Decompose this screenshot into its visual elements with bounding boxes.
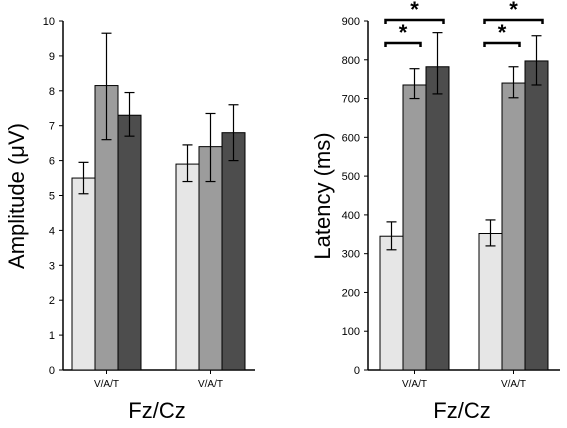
x-tick-label: V/A/T <box>94 379 119 390</box>
y-tick-label: 500 <box>342 171 360 183</box>
x-tick-label: V/A/T <box>198 379 223 390</box>
amplitude-panel: Amplitude (μV) Fz/Cz 0 1 2 3 4 5 6 7 8 9 10 V/A/T V/… <box>4 16 255 423</box>
bar <box>221 132 246 371</box>
y-tick-label: 300 <box>342 249 360 261</box>
significance-star: * <box>399 20 408 45</box>
y-tick-label: 8 <box>49 86 55 98</box>
significance-bracket <box>483 41 521 47</box>
significance-bracket <box>483 18 544 24</box>
bar <box>71 177 96 371</box>
y-tick-label: 200 <box>342 287 360 299</box>
significance-bracket <box>384 41 422 47</box>
y-tick-label: 600 <box>342 132 360 144</box>
bar <box>379 235 404 371</box>
significance-star: * <box>509 0 518 22</box>
y-tick-label: 800 <box>342 55 360 67</box>
bar <box>501 82 526 371</box>
y-tick-label: 2 <box>49 295 55 307</box>
latency-x-axis-label: Fz/Cz <box>433 398 490 423</box>
y-tick-label: 9 <box>49 51 55 63</box>
y-tick-label: 10 <box>43 16 55 28</box>
bar <box>425 66 450 371</box>
significance-bracket <box>384 18 445 24</box>
y-tick-label: 100 <box>342 326 360 338</box>
bar <box>402 84 427 371</box>
y-tick-label: 900 <box>342 16 360 28</box>
y-tick-label: 5 <box>49 191 55 203</box>
y-tick-label: 0 <box>354 365 360 377</box>
y-tick-label: 3 <box>49 260 55 272</box>
latency-panel: Latency (ms) Fz/Cz 0 100 200 300 400 500 600 70… <box>310 0 560 423</box>
y-tick-label: 0 <box>49 365 55 377</box>
significance-star: * <box>498 20 507 45</box>
bar <box>175 163 200 371</box>
y-tick-label: 400 <box>342 210 360 222</box>
y-tick-label: 4 <box>49 225 55 237</box>
amplitude-x-axis-label: Fz/Cz <box>128 398 185 423</box>
y-tick-label: 7 <box>49 121 55 133</box>
x-tick-label: V/A/T <box>501 379 526 390</box>
bar <box>524 60 549 371</box>
bar <box>117 114 142 371</box>
amplitude-y-axis-label: Amplitude (μV) <box>4 123 29 269</box>
y-tick-label: 700 <box>342 94 360 106</box>
y-tick-label: 6 <box>49 156 55 168</box>
significance-star: * <box>410 0 419 22</box>
bar <box>478 233 503 371</box>
y-tick-label: 1 <box>49 330 55 342</box>
latency-y-axis-label: Latency (ms) <box>310 132 335 259</box>
x-tick-label: V/A/T <box>402 379 427 390</box>
